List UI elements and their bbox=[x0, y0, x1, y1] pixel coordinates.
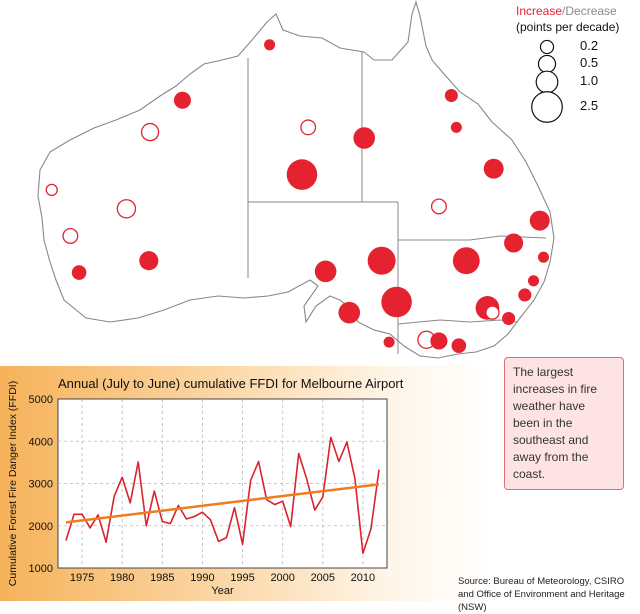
x-tick-label-4: 1995 bbox=[230, 572, 254, 584]
ffdi-line-chart: 1975 1980 1985 1990 1995 2000 2005 2010 1000 2000… bbox=[7, 381, 388, 597]
site-increase-27 bbox=[502, 311, 516, 326]
qld-nsw-border bbox=[398, 235, 547, 241]
legend-size-label-0: 0.2 bbox=[580, 38, 599, 53]
legend-separator: / bbox=[562, 4, 566, 18]
site-markers bbox=[45, 39, 550, 353]
x-tick-label-1: 1980 bbox=[110, 572, 134, 584]
site-increase-23 bbox=[381, 286, 412, 318]
y-tick-label-2: 3000 bbox=[29, 479, 53, 491]
legend-size-label-1: 0.5 bbox=[580, 55, 599, 70]
site-decrease-26 bbox=[485, 305, 500, 320]
y-axis-label: Cumulative Forest Fire Danger Index (FFD… bbox=[7, 381, 19, 586]
site-increase-8 bbox=[483, 158, 504, 179]
site-decrease-11 bbox=[430, 198, 447, 215]
x-tick-label-3: 1990 bbox=[190, 572, 214, 584]
legend-circle-0 bbox=[539, 39, 555, 55]
site-increase-2 bbox=[264, 39, 276, 51]
site-increase-19 bbox=[367, 246, 396, 275]
x-tick-label-0: 1975 bbox=[70, 572, 94, 584]
site-increase-18 bbox=[314, 260, 337, 283]
source-note: Source: Bureau of Meteorology, CSIRO and… bbox=[458, 576, 625, 613]
legend-circle-3 bbox=[531, 91, 563, 123]
site-increase-5 bbox=[286, 159, 318, 190]
site-increase-25 bbox=[338, 301, 361, 324]
legend-circles bbox=[531, 39, 563, 123]
ffdi-series-line bbox=[65, 436, 380, 554]
site-increase-21 bbox=[527, 275, 540, 287]
site-increase-31 bbox=[451, 338, 467, 353]
site-increase-20 bbox=[452, 247, 480, 275]
x-tick-label-2: 1985 bbox=[150, 572, 174, 584]
site-decrease-10 bbox=[116, 199, 137, 219]
site-increase-17 bbox=[139, 251, 159, 271]
y-tick-label-0: 1000 bbox=[29, 563, 53, 575]
site-increase-4 bbox=[353, 127, 376, 149]
site-decrease-3 bbox=[300, 119, 317, 136]
x-tick-label-5: 2000 bbox=[270, 572, 294, 584]
australia-map bbox=[37, 0, 563, 359]
legend-size-label-3: 2.5 bbox=[580, 98, 599, 113]
y-tick-label-4: 5000 bbox=[29, 394, 53, 406]
state-outlines bbox=[37, 0, 555, 359]
callout-box: The largest increases in fire weather ha… bbox=[504, 357, 624, 490]
site-increase-6 bbox=[444, 88, 458, 103]
site-increase-16 bbox=[71, 265, 87, 280]
site-increase-30 bbox=[430, 332, 448, 350]
x-tick-label-7: 2010 bbox=[351, 572, 375, 584]
nsw-vic-border bbox=[397, 319, 519, 325]
x-tick-label-6: 2005 bbox=[311, 572, 335, 584]
legend-circle-2 bbox=[535, 70, 559, 94]
site-increase-0 bbox=[173, 91, 191, 109]
trend-line bbox=[65, 483, 380, 524]
legend-increase-label: Increase bbox=[516, 4, 563, 18]
legend-decrease-label: Decrease bbox=[565, 4, 617, 18]
x-axis-label: Year bbox=[211, 585, 234, 597]
site-increase-22 bbox=[518, 288, 532, 302]
site-increase-7 bbox=[450, 121, 462, 133]
site-increase-15 bbox=[537, 251, 550, 263]
y-tick-label-1: 2000 bbox=[29, 521, 53, 533]
site-increase-14 bbox=[504, 233, 524, 253]
site-increase-28 bbox=[383, 336, 395, 348]
legend-size-label-2: 1.0 bbox=[580, 73, 599, 88]
chart-title: Annual (July to June) cumulative FFDI fo… bbox=[58, 376, 404, 391]
legend-circle-1 bbox=[537, 54, 557, 74]
site-decrease-13 bbox=[62, 227, 79, 244]
legend-title: Increase/Decrease bbox=[516, 4, 617, 18]
site-increase-12 bbox=[529, 210, 550, 231]
y-tick-label-3: 4000 bbox=[29, 436, 53, 448]
site-decrease-1 bbox=[140, 122, 160, 142]
mainland-outline bbox=[37, 0, 555, 359]
site-decrease-9 bbox=[45, 183, 58, 197]
legend-units: (points per decade) bbox=[516, 20, 620, 34]
